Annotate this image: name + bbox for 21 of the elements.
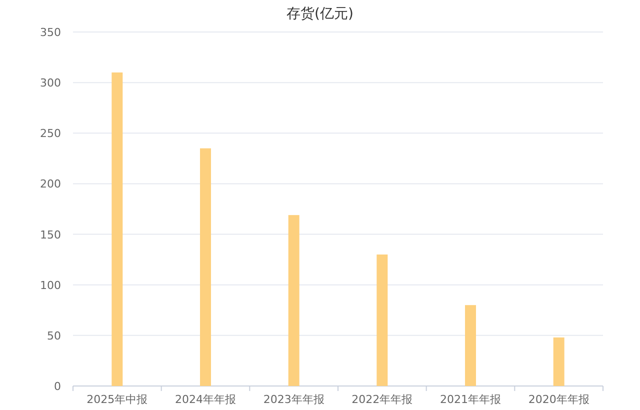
x-tick-label: 2023年年报	[263, 393, 324, 406]
x-tick-label: 2020年年报	[528, 393, 590, 406]
y-tick-label: 350	[40, 26, 61, 39]
y-tick-label: 300	[40, 76, 61, 90]
x-tick-label: 2025年中报	[86, 393, 148, 406]
y-tick-label: 100	[40, 278, 61, 292]
y-tick-label: 50	[47, 329, 61, 342]
chart-title: 存货(亿元)	[286, 6, 354, 22]
bar	[553, 337, 564, 386]
y-tick-label: 150	[40, 228, 61, 242]
x-tick-label: 2024年年报	[175, 393, 236, 406]
x-tick-label: 2021年年报	[440, 393, 501, 406]
y-tick-label: 0	[54, 380, 61, 393]
bar	[112, 72, 123, 386]
bar	[465, 305, 476, 386]
bar	[376, 254, 388, 386]
bar	[200, 148, 211, 386]
y-tick-label: 250	[40, 127, 61, 140]
bar	[288, 215, 300, 386]
y-tick-label: 200	[40, 178, 61, 191]
x-tick-label: 2022年年报	[352, 393, 413, 406]
